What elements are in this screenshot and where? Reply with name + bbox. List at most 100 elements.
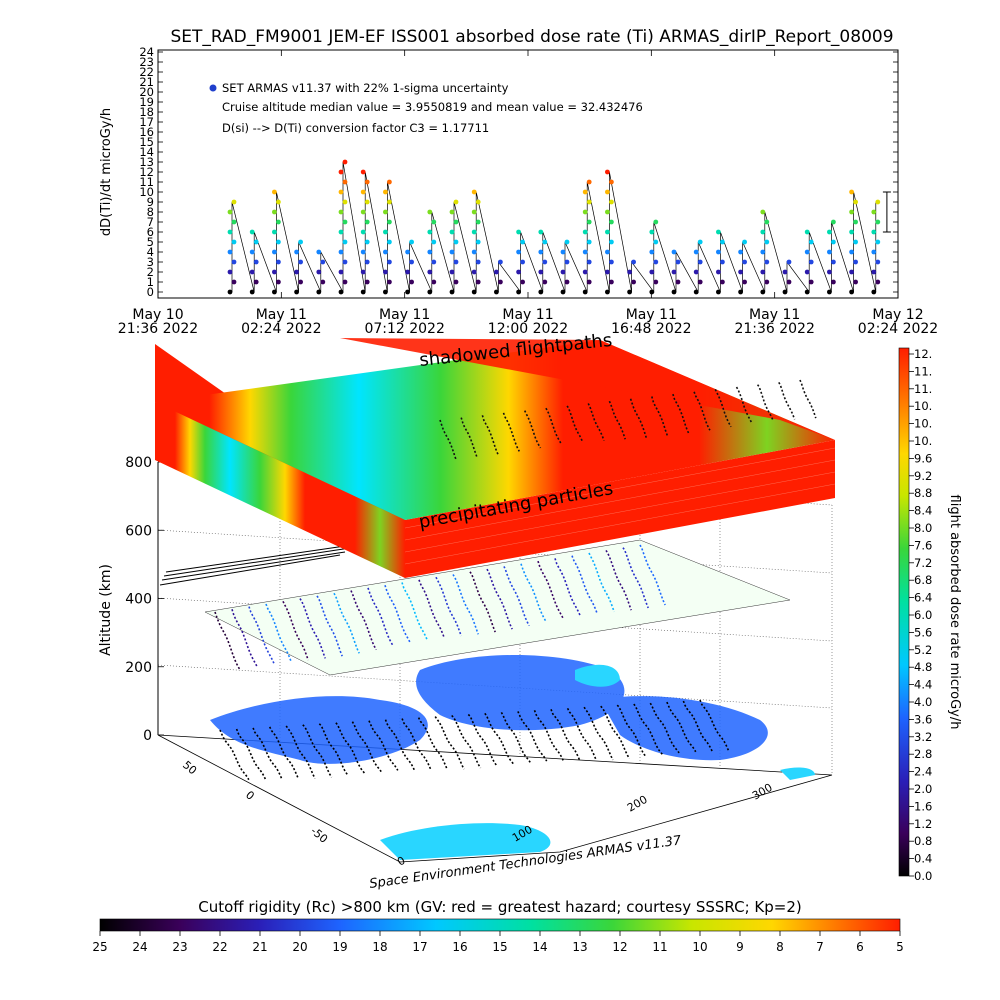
data-point bbox=[387, 239, 392, 245]
data-point bbox=[249, 289, 255, 295]
data-point bbox=[475, 279, 481, 285]
annotation-conversion: D(si) --> D(Ti) conversion factor C3 = 1… bbox=[222, 121, 489, 135]
flight-track bbox=[248, 606, 275, 665]
rigidity-colorbar-tick-label: 19 bbox=[332, 940, 347, 954]
data-point bbox=[409, 239, 414, 245]
data-point bbox=[786, 279, 792, 285]
data-point bbox=[609, 219, 614, 225]
data-point bbox=[609, 259, 614, 265]
data-point bbox=[631, 279, 636, 285]
flight-track bbox=[583, 706, 614, 761]
data-point bbox=[364, 239, 370, 245]
data-point bbox=[253, 279, 259, 285]
data-point bbox=[649, 269, 655, 275]
legend-marker bbox=[209, 84, 217, 92]
flight-track bbox=[799, 379, 817, 419]
x-tick-label-time: 16:48 2022 bbox=[611, 321, 691, 337]
dose-colorbar-tick-label: 5.2 bbox=[914, 643, 932, 657]
y-tick-label: 19 bbox=[139, 95, 154, 109]
dose-colorbar-bar bbox=[898, 347, 910, 877]
data-point bbox=[542, 239, 548, 245]
data-point bbox=[849, 269, 854, 275]
x-tick-label-time: 21:36 2022 bbox=[734, 321, 814, 337]
flight-track bbox=[467, 713, 498, 767]
flight-track bbox=[566, 405, 584, 443]
dose-colorbar-tick-label: 5.6 bbox=[914, 625, 932, 639]
dose-colorbar-tick-label: 0.4 bbox=[914, 852, 932, 866]
data-point bbox=[498, 279, 503, 285]
flight-track bbox=[622, 547, 649, 609]
flight-track bbox=[571, 555, 598, 614]
data-point bbox=[272, 229, 277, 235]
data-point bbox=[520, 239, 525, 245]
data-point bbox=[831, 239, 836, 245]
data-point bbox=[586, 179, 592, 185]
dose-rate-layer bbox=[204, 539, 791, 676]
data-point bbox=[609, 179, 614, 185]
flight-track bbox=[351, 721, 382, 773]
flight-track bbox=[451, 714, 482, 769]
x-tick-label-date: May 11 bbox=[502, 307, 553, 323]
data-point bbox=[298, 279, 303, 285]
z-axis-label: Altitude (km) bbox=[98, 564, 114, 656]
data-point bbox=[853, 219, 858, 225]
series-trace bbox=[231, 161, 877, 294]
data-point bbox=[338, 169, 344, 175]
rigidity-colorbar: Cutoff rigidity (Rc) >800 km (GV: red = … bbox=[92, 898, 903, 954]
flight-track bbox=[682, 700, 713, 752]
dose-colorbar: 12. 11. 11. 10. 10. 10. 9.6 9.2 8.8 8.4 8.0 7.6 7.2 6… bbox=[898, 347, 962, 883]
data-point bbox=[742, 279, 747, 285]
data-point bbox=[716, 289, 721, 295]
flight-track bbox=[517, 711, 548, 762]
data-point bbox=[249, 269, 255, 275]
data-point bbox=[760, 229, 766, 235]
y-axis-label: dD(Ti)/dt microGy/h bbox=[99, 108, 114, 236]
floor-map: 50 0 -50 0 100 200 300 bbox=[157, 655, 833, 869]
data-point bbox=[227, 229, 233, 235]
data-point bbox=[320, 279, 326, 285]
dose-colorbar-tick-label: 2.0 bbox=[914, 782, 932, 796]
annotation-cruise: Cruise altitude median value = 3.9550819… bbox=[222, 100, 643, 114]
flight-track bbox=[756, 384, 775, 422]
y-tick-label: 10 bbox=[139, 185, 154, 199]
data-point bbox=[697, 259, 703, 265]
dose-colorbar-tick-label: 9.6 bbox=[914, 451, 932, 465]
data-point bbox=[387, 179, 392, 185]
dose-colorbar-tick-label: 10. bbox=[914, 417, 932, 431]
lat-tick-label: 50 bbox=[180, 758, 199, 777]
data-point bbox=[272, 289, 277, 295]
flight-track bbox=[401, 582, 428, 641]
data-point bbox=[338, 269, 344, 275]
data-point bbox=[605, 169, 610, 175]
rigidity-colorbar-tick-label: 11 bbox=[652, 940, 667, 954]
flight-track bbox=[587, 403, 605, 441]
y-tick-label: 8 bbox=[147, 205, 154, 219]
x-tick-label-date: May 11 bbox=[379, 307, 430, 323]
z-axis-ticks: 0 200 400 600 800 bbox=[125, 455, 164, 744]
data-point bbox=[653, 219, 659, 225]
data-point bbox=[871, 249, 877, 255]
data-point bbox=[697, 239, 703, 245]
z-tick-label: 0 bbox=[143, 728, 152, 744]
rigidity-colorbar-label: Cutoff rigidity (Rc) >800 km (GV: red = … bbox=[198, 898, 801, 916]
data-point bbox=[542, 279, 548, 285]
data-point bbox=[760, 289, 766, 295]
data-point bbox=[427, 229, 433, 235]
data-point bbox=[338, 209, 344, 215]
data-point bbox=[294, 269, 299, 275]
rigidity-colorbar-bar bbox=[99, 918, 901, 932]
ice-sheet bbox=[380, 823, 551, 860]
y-tick-label: 9 bbox=[147, 195, 154, 209]
flight-track bbox=[368, 720, 399, 771]
y-tick-label: 6 bbox=[147, 225, 154, 239]
dose-colorbar-tick-label: 6.4 bbox=[914, 591, 932, 605]
data-point bbox=[431, 279, 437, 285]
z-tick-label: 200 bbox=[125, 660, 152, 676]
rigidity-colorbar-tick-label: 8 bbox=[776, 940, 784, 954]
data-point bbox=[871, 289, 877, 295]
data-point bbox=[364, 199, 370, 205]
rigidity-surface-left-side bbox=[155, 402, 405, 578]
data-point bbox=[693, 269, 699, 275]
data-point bbox=[653, 239, 659, 245]
data-point bbox=[849, 289, 854, 295]
